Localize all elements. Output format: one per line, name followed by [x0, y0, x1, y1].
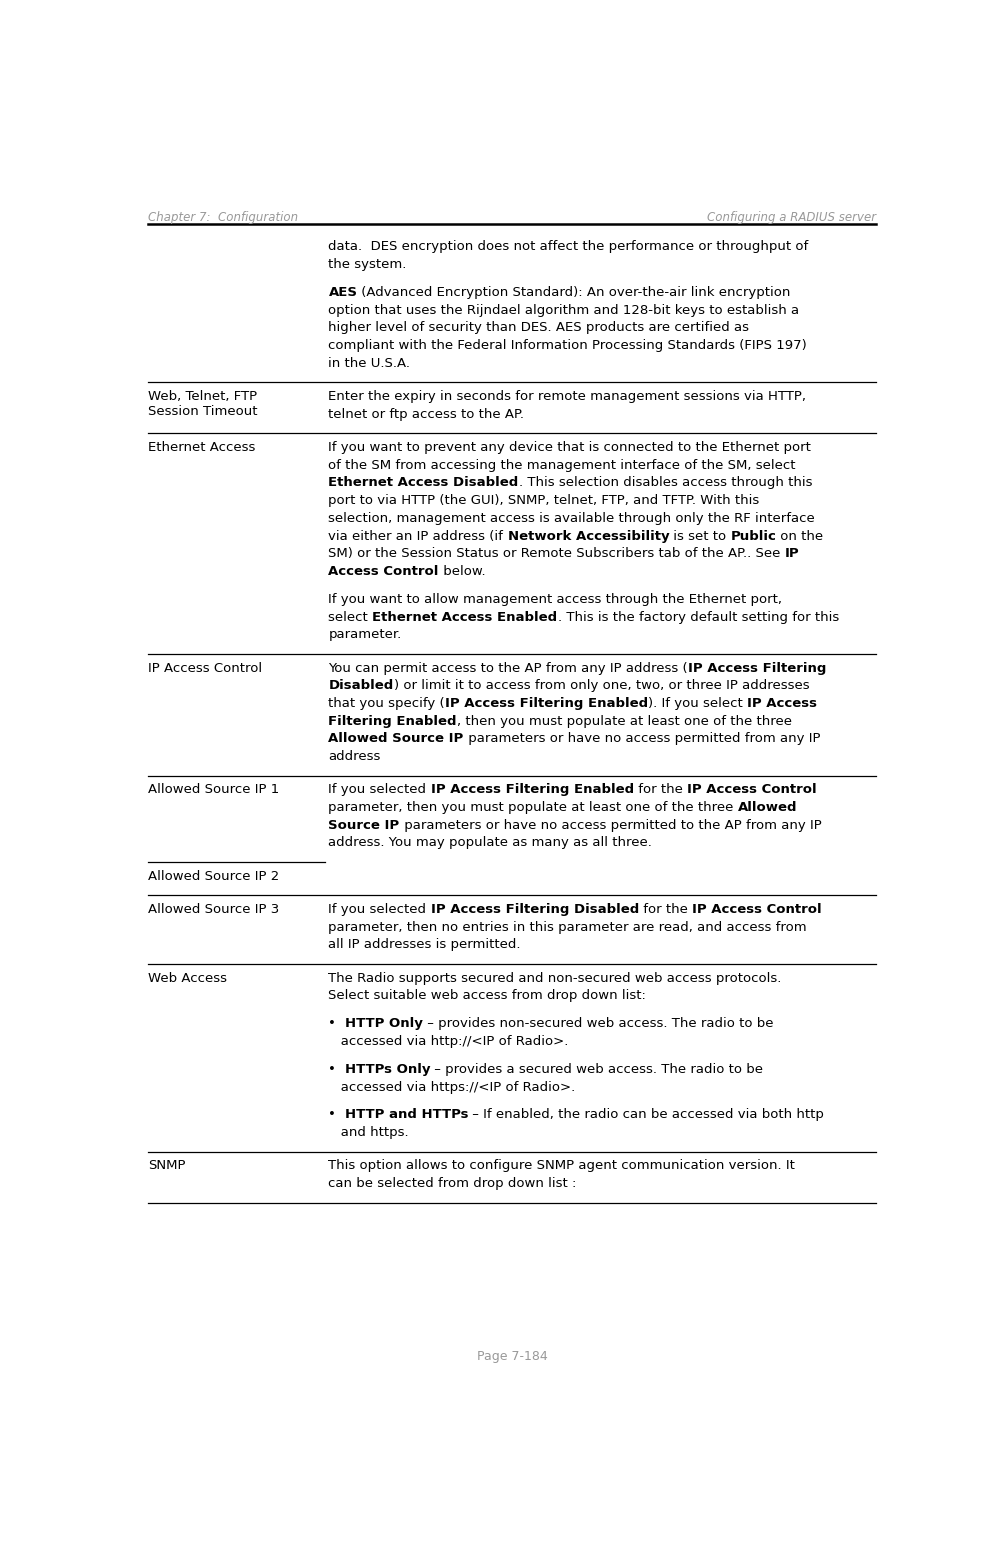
- Text: HTTP and HTTPs: HTTP and HTTPs: [345, 1108, 469, 1122]
- Text: This option allows to configure SNMP agent communication version. It: This option allows to configure SNMP age…: [329, 1159, 795, 1172]
- Text: Enter the expiry in seconds for remote management sessions via HTTP,: Enter the expiry in seconds for remote m…: [329, 390, 806, 402]
- Text: Access Control: Access Control: [329, 566, 439, 578]
- Text: and https.: and https.: [329, 1127, 410, 1139]
- Text: Filtering Enabled: Filtering Enabled: [329, 715, 457, 727]
- Text: accessed via http://<IP of Radio>.: accessed via http://<IP of Radio>.: [329, 1035, 568, 1047]
- Text: parameters or have no access permitted from any IP: parameters or have no access permitted f…: [464, 732, 820, 746]
- Text: IP Access Control: IP Access Control: [687, 783, 816, 796]
- Text: Allowed Source IP 3: Allowed Source IP 3: [148, 903, 280, 915]
- Text: port to via HTTP (the GUI), SNMP, telnet, FTP, and TFTP. With this: port to via HTTP (the GUI), SNMP, telnet…: [329, 494, 760, 507]
- Text: Public: Public: [730, 530, 776, 542]
- Text: Ethernet Access: Ethernet Access: [148, 441, 256, 454]
- Text: parameters or have no access permitted to the AP from any IP: parameters or have no access permitted t…: [400, 819, 821, 831]
- Text: address: address: [329, 751, 381, 763]
- Text: data.  DES encryption does not affect the performance or throughput of: data. DES encryption does not affect the…: [329, 241, 809, 253]
- Text: parameter.: parameter.: [329, 628, 402, 642]
- Text: – provides a secured web access. The radio to be: – provides a secured web access. The rad…: [431, 1063, 763, 1075]
- Text: Configuring a RADIUS server: Configuring a RADIUS server: [706, 211, 876, 224]
- Text: in the U.S.A.: in the U.S.A.: [329, 357, 411, 370]
- Text: IP Access Filtering Enabled: IP Access Filtering Enabled: [431, 783, 634, 796]
- Text: compliant with the Federal Information Processing Standards (FIPS 197): compliant with the Federal Information P…: [329, 339, 807, 353]
- Text: Web, Telnet, FTP
Session Timeout: Web, Telnet, FTP Session Timeout: [148, 390, 258, 418]
- Text: You can permit access to the AP from any IP address (: You can permit access to the AP from any…: [329, 662, 688, 674]
- Text: higher level of security than DES. AES products are certified as: higher level of security than DES. AES p…: [329, 322, 749, 334]
- Text: IP Access Filtering: IP Access Filtering: [688, 662, 826, 674]
- Text: Source IP: Source IP: [329, 819, 400, 831]
- Text: If you selected: If you selected: [329, 783, 431, 796]
- Text: ). If you select: ). If you select: [648, 696, 747, 710]
- Text: Select suitable web access from drop down list:: Select suitable web access from drop dow…: [329, 990, 646, 1002]
- Text: can be selected from drop down list :: can be selected from drop down list :: [329, 1176, 576, 1190]
- Text: . This is the factory default setting for this: . This is the factory default setting fo…: [557, 611, 839, 623]
- Text: . This selection disables access through this: . This selection disables access through…: [518, 477, 812, 490]
- Text: •: •: [329, 1018, 345, 1030]
- Text: parameter, then you must populate at least one of the three: parameter, then you must populate at lea…: [329, 800, 738, 814]
- Text: HTTP Only: HTTP Only: [345, 1018, 423, 1030]
- Text: select: select: [329, 611, 373, 623]
- Text: is set to: is set to: [669, 530, 730, 542]
- Text: the system.: the system.: [329, 258, 407, 270]
- Text: HTTPs Only: HTTPs Only: [345, 1063, 431, 1075]
- Text: IP Access Filtering Disabled: IP Access Filtering Disabled: [431, 903, 639, 915]
- Text: If you want to prevent any device that is connected to the Ethernet port: If you want to prevent any device that i…: [329, 441, 811, 454]
- Text: accessed via https://<IP of Radio>.: accessed via https://<IP of Radio>.: [329, 1080, 575, 1094]
- Text: selection, management access is available through only the RF interface: selection, management access is availabl…: [329, 511, 815, 525]
- Text: IP Access: IP Access: [747, 696, 817, 710]
- Text: Ethernet Access Disabled: Ethernet Access Disabled: [329, 477, 518, 490]
- Text: If you selected: If you selected: [329, 903, 431, 915]
- Text: for the: for the: [639, 903, 692, 915]
- Text: on the: on the: [776, 530, 823, 542]
- Text: of the SM from accessing the management interface of the SM, select: of the SM from accessing the management …: [329, 458, 796, 472]
- Text: parameter, then no entries in this parameter are read, and access from: parameter, then no entries in this param…: [329, 920, 807, 934]
- Text: IP Access Control: IP Access Control: [148, 662, 262, 674]
- Text: SM) or the Session Status or Remote Subscribers tab of the AP.. See: SM) or the Session Status or Remote Subs…: [329, 547, 785, 561]
- Text: IP Access Control: IP Access Control: [692, 903, 822, 915]
- Text: •: •: [329, 1063, 345, 1075]
- Text: below.: below.: [439, 566, 486, 578]
- Text: Ethernet Access Enabled: Ethernet Access Enabled: [373, 611, 557, 623]
- Text: IP: IP: [785, 547, 800, 561]
- Text: (Advanced Encryption Standard): An over-the-air link encryption: (Advanced Encryption Standard): An over-…: [358, 286, 791, 298]
- Text: ) or limit it to access from only one, two, or three IP addresses: ) or limit it to access from only one, t…: [394, 679, 809, 692]
- Text: SNMP: SNMP: [148, 1159, 186, 1172]
- Text: telnet or ftp access to the AP.: telnet or ftp access to the AP.: [329, 407, 524, 421]
- Text: Page 7-184: Page 7-184: [477, 1350, 547, 1363]
- Text: Chapter 7:  Configuration: Chapter 7: Configuration: [148, 211, 299, 224]
- Text: Network Accessibility: Network Accessibility: [507, 530, 669, 542]
- Text: Allowed Source IP 2: Allowed Source IP 2: [148, 870, 280, 883]
- Text: The Radio supports secured and non-secured web access protocols.: The Radio supports secured and non-secur…: [329, 971, 782, 985]
- Text: Allowed Source IP: Allowed Source IP: [329, 732, 464, 746]
- Text: that you specify (: that you specify (: [329, 696, 446, 710]
- Text: address. You may populate as many as all three.: address. You may populate as many as all…: [329, 836, 652, 850]
- Text: for the: for the: [634, 783, 687, 796]
- Text: Allowed: Allowed: [738, 800, 797, 814]
- Text: – If enabled, the radio can be accessed via both http: – If enabled, the radio can be accessed …: [469, 1108, 824, 1122]
- Text: IP Access Filtering Enabled: IP Access Filtering Enabled: [446, 696, 648, 710]
- Text: Disabled: Disabled: [329, 679, 394, 692]
- Text: If you want to allow management access through the Ethernet port,: If you want to allow management access t…: [329, 592, 782, 606]
- Text: option that uses the Rijndael algorithm and 128-bit keys to establish a: option that uses the Rijndael algorithm …: [329, 303, 799, 317]
- Text: AES: AES: [329, 286, 358, 298]
- Text: – provides non-secured web access. The radio to be: – provides non-secured web access. The r…: [423, 1018, 773, 1030]
- Text: Web Access: Web Access: [148, 971, 227, 985]
- Text: , then you must populate at least one of the three: , then you must populate at least one of…: [457, 715, 792, 727]
- Text: all IP addresses is permitted.: all IP addresses is permitted.: [329, 939, 521, 951]
- Text: via either an IP address (if: via either an IP address (if: [329, 530, 507, 542]
- Text: •: •: [329, 1108, 345, 1122]
- Text: Allowed Source IP 1: Allowed Source IP 1: [148, 783, 280, 796]
